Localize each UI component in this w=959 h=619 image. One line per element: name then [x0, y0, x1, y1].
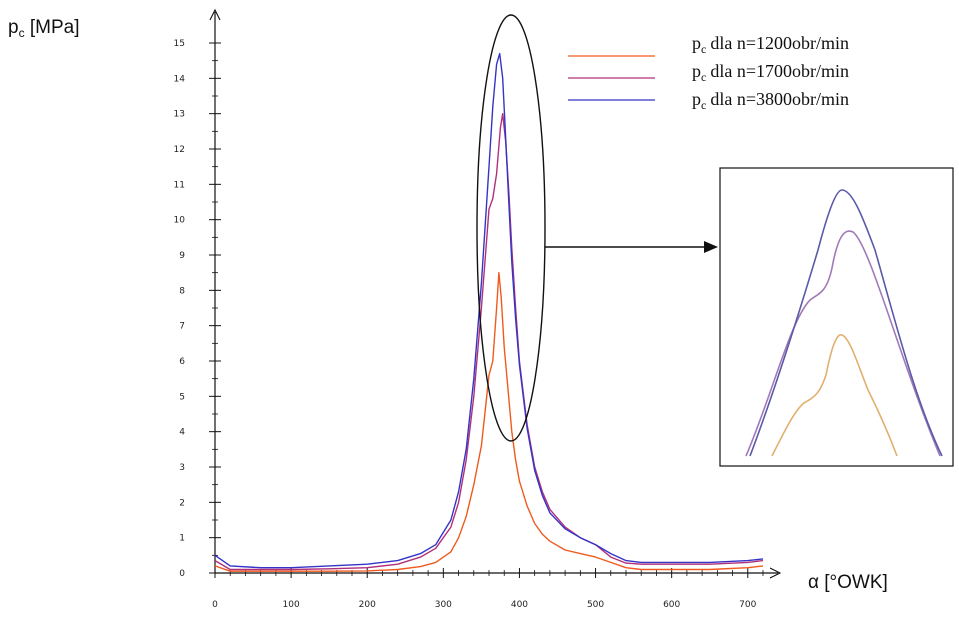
y-tick-label: 13: [174, 110, 185, 120]
x-tick-label: 0: [212, 600, 218, 610]
y-tick-label: 2: [179, 498, 185, 508]
legend: pc dla n=1200obr/min pc dla n=1700obr/min …: [568, 33, 849, 112]
y-tick-label: 4: [179, 428, 185, 438]
y-axis-title-rest: [MPa]: [25, 17, 80, 38]
y-axis-title: pc [MPa]: [8, 17, 79, 40]
y-tick-label: 15: [174, 39, 185, 49]
legend-item-1700: pc dla n=1700obr/min: [568, 61, 849, 84]
y-tick-label: 9: [179, 251, 185, 261]
y-tick-label: 12: [174, 145, 185, 155]
y-tick-label: 6: [179, 357, 185, 367]
series-line-1200: [214, 272, 764, 572]
zoom-curve-3800: [749, 189, 943, 457]
legend-item-1200: pc dla n=1200obr/min: [568, 33, 849, 57]
zoom-inset-box: [719, 167, 954, 467]
y-axis-title-base: p: [8, 17, 19, 38]
x-axis-arrow: [769, 567, 782, 579]
y-axis-arrow: [209, 8, 221, 21]
y-tick-label: 7: [179, 322, 185, 332]
legend-label-1200: pc dla n=1200obr/min: [692, 33, 849, 56]
y-tick-label: 1: [179, 534, 185, 544]
x-tick-label: 600: [663, 600, 680, 610]
legend-label-3800: pc dla n=3800obr/min: [692, 89, 849, 112]
x-tick-label: 500: [587, 600, 604, 610]
peak-highlight-ellipse: [476, 14, 546, 442]
y-axis-title-sub: c: [19, 26, 25, 40]
y-tick-label: 11: [174, 180, 185, 190]
x-tick-label: 200: [359, 600, 376, 610]
plot-lines: [214, 52, 764, 572]
zoom-curve-1700: [745, 230, 941, 457]
x-tick-label: 100: [283, 600, 300, 610]
y-tick-label: 14: [174, 74, 186, 84]
legend-item-3800: pc dla n=3800obr/min: [568, 89, 849, 112]
x-axis-title: α [°OWK]: [808, 572, 888, 593]
series-line-1700: [214, 112, 764, 571]
zoom-arrow-head: [704, 241, 718, 253]
x-tick-label: 700: [739, 600, 756, 610]
x-tick-label: 400: [511, 600, 528, 610]
y-tick-label: 3: [179, 463, 185, 473]
y-tick-label: 0: [179, 569, 185, 579]
zoom-curve-1200: [771, 334, 898, 457]
y-tick-label: 10: [174, 216, 186, 226]
y-tick-label: 5: [179, 392, 185, 402]
x-tick-label: 300: [435, 600, 452, 610]
y-tick-label: 8: [179, 286, 185, 296]
zoom-inset-curves: [745, 189, 943, 457]
axes: [209, 8, 782, 579]
legend-label-1700: pc dla n=1700obr/min: [692, 61, 849, 84]
series-line-3800: [214, 52, 764, 569]
